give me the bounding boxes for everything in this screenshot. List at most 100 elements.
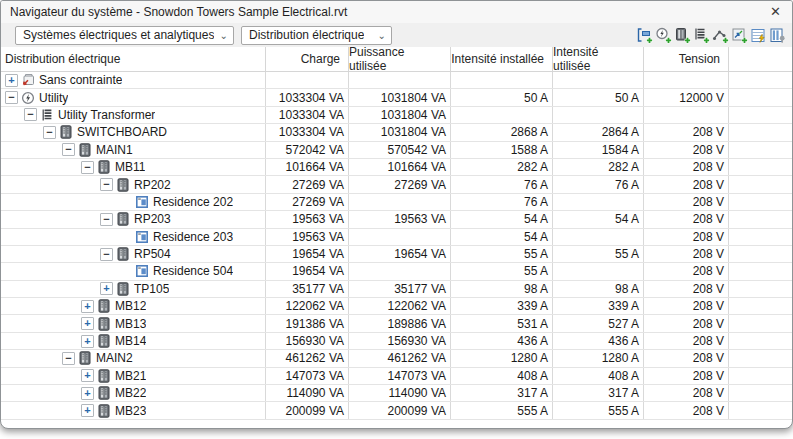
expand-icon[interactable]: + — [81, 300, 94, 313]
panel-icon — [97, 317, 111, 331]
tree-cell: +MB23 — [1, 402, 266, 418]
installee-cell: 76 A — [451, 194, 553, 210]
utilisee-cell: 282 A — [553, 159, 644, 175]
table-row[interactable]: +MB12122062 VA122062 VA339 A339 A208 V — [1, 298, 792, 315]
table-row[interactable]: +TP10535177 VA35177 VA98 A98 A208 V — [1, 281, 792, 298]
utilisee-cell — [553, 229, 644, 245]
table-row[interactable]: −SWITCHBOARD1033304 VA1031804 VA2868 A28… — [1, 124, 792, 141]
table-row[interactable]: −Utility1033304 VA1031804 VA50 A50 A1200… — [1, 89, 792, 106]
puissance-cell: 19654 VA — [349, 246, 451, 262]
utilisee-cell: 555 A — [553, 402, 644, 418]
puissance-cell: 1031804 VA — [349, 124, 451, 140]
add-circuit-icon[interactable] — [654, 26, 672, 44]
table-row[interactable]: −RP50419654 VA19654 VA55 A55 A208 V — [1, 246, 792, 263]
table-row[interactable]: Residence 20319563 VA54 A208 V — [1, 229, 792, 246]
collapse-icon[interactable]: − — [43, 126, 56, 139]
table-row[interactable]: + Sans contrainte — [1, 72, 792, 89]
column-header-puissance[interactable]: Puissance utilisée — [349, 47, 451, 71]
expand-icon[interactable]: + — [81, 387, 94, 400]
panel-icon — [97, 404, 111, 418]
puissance-cell — [349, 263, 451, 279]
table-row[interactable]: +MB22114090 VA114090 VA317 A317 A208 V — [1, 385, 792, 402]
puissance-cell: 101664 VA — [349, 159, 451, 175]
expand-icon[interactable]: + — [81, 369, 94, 382]
tension-cell: 208 V — [644, 333, 729, 349]
charge-cell: 19654 VA — [266, 263, 349, 279]
charge-cell — [266, 72, 349, 88]
table-row[interactable]: Residence 50419654 VA55 A208 V — [1, 263, 792, 280]
column-header-intensite-utilisee[interactable]: Intensité utilisée — [553, 47, 644, 71]
column-header-charge[interactable]: Charge — [266, 47, 349, 71]
tension-cell: 208 V — [644, 315, 729, 331]
expand-icon[interactable]: + — [5, 74, 18, 87]
table-row[interactable]: −MAIN1572042 VA570542 VA1588 A1584 A208 … — [1, 142, 792, 159]
expand-icon[interactable]: + — [81, 335, 94, 348]
collapse-icon[interactable]: − — [100, 213, 113, 226]
puissance-cell: 461262 VA — [349, 350, 451, 366]
collapse-icon[interactable]: − — [100, 178, 113, 191]
panel-schedule-icon[interactable] — [749, 26, 767, 44]
column-header-distribution[interactable]: Distribution électrique — [1, 47, 266, 71]
table-row[interactable]: −MAIN2461262 VA461262 VA1280 A1280 A208 … — [1, 350, 792, 367]
utilisee-cell: 527 A — [553, 315, 644, 331]
installee-cell — [451, 72, 553, 88]
column-header-intensite-installee[interactable]: Intensité installée — [451, 47, 553, 71]
expand-icon[interactable]: + — [100, 282, 113, 295]
add-transformer-icon[interactable] — [692, 26, 710, 44]
tension-cell — [644, 72, 729, 88]
view-dropdown-value: Distribution électrique — [249, 28, 364, 42]
tension-cell: 12000 V — [644, 89, 729, 105]
panel-icon — [116, 282, 130, 296]
collapse-icon[interactable]: − — [24, 108, 37, 121]
add-equipment-icon[interactable] — [730, 26, 748, 44]
table-row[interactable]: +MB23200099 VA200099 VA555 A555 A208 V — [1, 402, 792, 419]
tension-cell: 208 V — [644, 281, 729, 297]
system-type-dropdown[interactable]: Systèmes électriques et analytiques ⌄ — [15, 26, 234, 45]
installee-cell: 1280 A — [451, 350, 553, 366]
puissance-cell: 147073 VA — [349, 368, 451, 384]
collapse-icon[interactable]: − — [62, 352, 75, 365]
collapse-icon[interactable]: − — [62, 143, 75, 156]
puissance-cell — [349, 194, 451, 210]
utilisee-cell: 55 A — [553, 246, 644, 262]
table-row[interactable]: +MB14156930 VA156930 VA436 A436 A208 V — [1, 333, 792, 350]
charge-cell: 35177 VA — [266, 281, 349, 297]
charge-cell: 114090 VA — [266, 385, 349, 401]
utilisee-cell — [553, 194, 644, 210]
add-panel-icon[interactable] — [673, 26, 691, 44]
chevron-down-icon: ⌄ — [372, 30, 386, 41]
view-dropdown[interactable]: Distribution électrique ⌄ — [241, 26, 392, 45]
table-row[interactable]: Residence 20227269 VA76 A208 V — [1, 194, 792, 211]
table-row[interactable]: −MB11101664 VA101664 VA282 A282 A208 V — [1, 159, 792, 176]
installee-cell: 555 A — [451, 402, 553, 418]
table-row[interactable]: −RP20319563 VA19563 VA54 A54 A208 V — [1, 211, 792, 228]
system-selection-icon[interactable] — [635, 26, 653, 44]
collapse-icon[interactable]: − — [81, 161, 94, 174]
column-settings-icon[interactable] — [768, 26, 786, 44]
table-row[interactable]: +MB21147073 VA147073 VA408 A408 A208 V — [1, 368, 792, 385]
collapse-icon[interactable]: − — [5, 91, 18, 104]
column-header-tension[interactable]: Tension — [644, 47, 729, 71]
tree-item-label: MB22 — [115, 386, 146, 400]
tree-item-label: Sans contrainte — [39, 73, 122, 87]
installee-cell: 55 A — [451, 263, 553, 279]
space-icon — [135, 264, 149, 278]
collapse-icon[interactable]: − — [100, 248, 113, 261]
installee-cell: 317 A — [451, 385, 553, 401]
tree-cell: + Sans contrainte — [1, 72, 266, 88]
close-icon[interactable]: ✕ — [770, 3, 781, 21]
expand-icon[interactable]: + — [81, 317, 94, 330]
add-switch-icon[interactable] — [711, 26, 729, 44]
table-row[interactable]: +MB13191386 VA189886 VA531 A527 A208 V — [1, 315, 792, 332]
title-bar[interactable]: Navigateur du système - Snowdon Towers S… — [1, 1, 792, 23]
tree-item-label: MB21 — [115, 369, 146, 383]
expand-icon[interactable]: + — [81, 404, 94, 417]
table-row[interactable]: −RP20227269 VA27269 VA76 A76 A208 V — [1, 176, 792, 193]
tree-cell: Residence 504 — [1, 263, 266, 279]
table-header-row: Distribution électrique Charge Puissance… — [1, 47, 792, 72]
tree-cell: + MB22 — [1, 385, 266, 401]
space-icon — [135, 230, 149, 244]
table-row[interactable]: −Utility Transformer1033304 VA1031804 VA — [1, 107, 792, 124]
utilisee-cell: 2864 A — [553, 124, 644, 140]
utilisee-cell: 317 A — [553, 385, 644, 401]
